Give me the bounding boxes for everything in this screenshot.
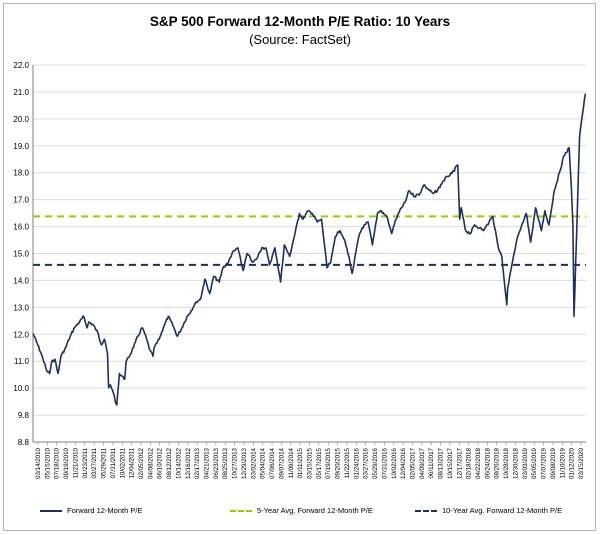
x-tick-label: 10/27/2013 <box>232 447 239 479</box>
y-tick-label: 15.0 <box>13 250 29 259</box>
x-tick-label: 03/27/2016 <box>363 447 370 479</box>
x-tick-label: 08/26/2018 <box>494 447 501 479</box>
y-tick-label: 16.0 <box>13 223 29 232</box>
legend-item-5yr-avg: 5-Year Avg. Forward 12-Month P/E <box>230 506 373 515</box>
x-tick-label: 03/15/2015 <box>307 447 314 479</box>
x-tick-label: 05/29/2016 <box>372 447 379 479</box>
x-tick-label: 12/04/2016 <box>400 447 407 479</box>
legend-label: 5-Year Avg. Forward 12-Month P/E <box>257 506 373 515</box>
x-tick-label: 04/09/2017 <box>419 447 426 479</box>
legend-swatch <box>40 509 62 512</box>
x-tick-label: 07/18/2010 <box>54 447 61 479</box>
y-tick-label: 14.0 <box>13 276 29 285</box>
x-tick-label: 06/11/2017 <box>428 447 435 478</box>
gridlines <box>33 64 586 443</box>
legend-item-10yr-avg: 10-Year Avg. Forward 12-Month P/E <box>415 506 562 515</box>
x-tick-label: 07/31/2016 <box>381 447 388 479</box>
y-tick-label: 22.0 <box>13 61 29 70</box>
x-tick-label: 09/20/2015 <box>335 447 342 479</box>
forward-pe-series-line <box>32 93 587 406</box>
x-tick-label: 10/15/2017 <box>447 447 454 479</box>
x-tick-label: 05/15/2010 <box>44 447 51 479</box>
x-tick-label: 07/19/2015 <box>325 447 332 479</box>
x-tick-label: 02/05/2017 <box>409 447 416 479</box>
legend: Forward 12-Month P/E 5-Year Avg. Forward… <box>40 506 580 520</box>
x-tick-label: 11/10/2019 <box>559 447 566 478</box>
x-tick-label: 02/17/2013 <box>194 447 201 479</box>
y-tick-label: 12.0 <box>13 330 29 339</box>
x-tick-label: 03/02/2014 <box>250 447 257 479</box>
x-tick-label: 12/29/2013 <box>241 447 248 479</box>
y-axis: 22.0 21.0 20.0 19.0 18.0 17.0 16.0 15.0 14.0 13.0… <box>13 61 34 447</box>
x-axis: 03/14/2010 05/15/2010 07/18/2010 09/19/2010… <box>33 441 586 479</box>
y-tick-label: 9.8 <box>18 411 30 420</box>
x-tick-label: 06/10/2012 <box>157 447 164 479</box>
x-tick-label: 06/23/2013 <box>213 447 220 479</box>
x-tick-label: 10/28/2018 <box>503 447 510 479</box>
legend-swatch <box>415 509 437 512</box>
x-tick-label: 01/12/2020 <box>569 447 576 479</box>
series-layer <box>32 93 587 406</box>
x-tick-label: 05/29/2011 <box>101 447 108 478</box>
legend-item-forward-pe: Forward 12-Month P/E <box>40 506 142 515</box>
x-tick-label: 05/05/2019 <box>531 447 538 479</box>
x-tick-label: 02/18/2018 <box>466 447 473 479</box>
x-tick-label: 01/11/2015 <box>297 447 304 478</box>
x-tick-label: 07/06/2014 <box>269 447 276 479</box>
x-tick-label: 12/04/2011 <box>129 447 136 478</box>
x-tick-label: 04/21/2013 <box>204 447 211 479</box>
x-tick-label: 11/21/2010 <box>72 447 79 478</box>
x-tick-label: 10/02/2011 <box>119 447 126 478</box>
x-tick-label: 08/25/2013 <box>222 447 229 479</box>
legend-label: 10-Year Avg. Forward 12-Month P/E <box>442 506 563 515</box>
y-tick-label: 19.0 <box>13 142 29 151</box>
x-tick-label: 04/22/2018 <box>475 447 482 479</box>
x-tick-label: 07/07/2019 <box>541 447 548 479</box>
x-tick-label: 03/27/2011 <box>91 447 98 478</box>
x-tick-label: 08/12/2012 <box>166 447 173 479</box>
y-tick-label: 20.0 <box>13 115 29 124</box>
legend-swatch <box>230 509 252 512</box>
x-tick-label: 01/24/2016 <box>353 447 360 479</box>
x-tick-label: 12/30/2018 <box>512 447 519 479</box>
chart-title: S&P 500 Forward 12-Month P/E Ratio: 10 Y… <box>149 14 451 29</box>
y-tick-label: 18.0 <box>13 169 29 178</box>
x-tick-label: 09/19/2010 <box>63 447 70 479</box>
chart-subtitle: (Source: FactSet) <box>249 32 351 47</box>
chart-frame <box>3 3 596 531</box>
y-tick-label: 11.0 <box>14 357 30 366</box>
y-tick-label: 21.0 <box>13 88 29 97</box>
x-tick-label: 04/08/2012 <box>147 447 154 479</box>
x-tick-label: 11/09/2014 <box>288 447 295 478</box>
x-tick-label: 01/23/2011 <box>82 447 89 478</box>
y-tick-label: 17.0 <box>13 196 29 205</box>
x-tick-label: 03/03/2019 <box>522 447 529 479</box>
x-tick-label: 06/24/2018 <box>484 447 491 479</box>
y-tick-label: 13.0 <box>13 303 29 312</box>
x-tick-label: 10/02/2016 <box>391 447 398 479</box>
x-tick-label: 03/15/2020 <box>578 447 585 479</box>
x-tick-label: 07/31/2011 <box>110 447 117 478</box>
x-tick-label: 09/07/2014 <box>278 447 285 479</box>
x-tick-label: 11/22/2015 <box>344 447 351 478</box>
x-tick-label: 12/16/2012 <box>185 447 192 479</box>
line-chart: 22.0 21.0 20.0 19.0 18.0 17.0 16.0 15.0 14.0 13.0… <box>13 61 587 479</box>
y-tick-label: 8.8 <box>18 438 30 447</box>
legend-label: Forward 12-Month P/E <box>67 506 143 515</box>
x-tick-label: 02/05/2012 <box>138 447 145 479</box>
x-tick-label: 12/17/2017 <box>456 447 463 479</box>
x-tick-label: 10/14/2012 <box>175 447 182 479</box>
x-tick-label: 03/14/2010 <box>35 447 42 479</box>
x-tick-label: 09/08/2019 <box>550 447 557 479</box>
x-tick-label: 05/04/2014 <box>260 447 267 479</box>
x-tick-label: 08/13/2017 <box>438 447 445 479</box>
x-tick-label: 05/17/2015 <box>316 447 323 479</box>
y-tick-label: 10.0 <box>13 384 29 393</box>
average-lines <box>33 215 586 266</box>
